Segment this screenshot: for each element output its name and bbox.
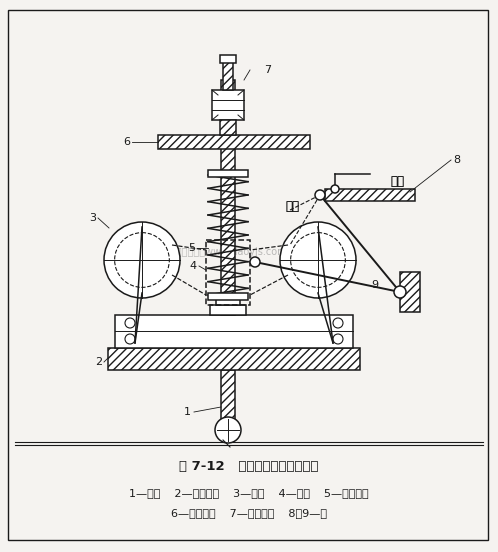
Circle shape [331,185,339,193]
Text: 6—固定部分    7—调整螺钉    8、9—杆: 6—固定部分 7—调整螺钉 8、9—杆 [171,508,327,518]
Bar [220,120,236,135]
Circle shape [291,232,345,288]
Bar [221,80,235,315]
Text: 2: 2 [95,357,102,367]
Text: 3: 3 [89,213,96,223]
Text: 加油: 加油 [285,200,299,213]
Text: 1—转轴    2—飞铁座架    3—飞铁    4—套管    5—调速弹簧: 1—转轴 2—飞铁座架 3—飞铁 4—套管 5—调速弹簧 [129,488,369,498]
Text: 5: 5 [188,243,195,253]
Bar [220,55,236,63]
Text: 加油: 加油 [285,200,299,213]
Circle shape [125,318,135,328]
Circle shape [215,417,241,443]
Circle shape [125,334,135,344]
Text: 减油: 减油 [390,175,404,188]
Circle shape [250,257,260,267]
Circle shape [333,334,343,344]
Polygon shape [400,272,420,312]
Bar [206,240,250,305]
Circle shape [394,286,406,298]
Bar [212,90,244,120]
Circle shape [115,232,169,288]
Text: 4: 4 [190,261,197,271]
Bar [223,60,233,90]
Text: 减油: 减油 [390,175,404,188]
Text: 图 7-12   机械式调速器工作原理: 图 7-12 机械式调速器工作原理 [179,460,319,473]
Bar [210,305,246,315]
Bar [325,189,415,201]
Text: 1: 1 [184,407,191,417]
Text: 8: 8 [453,155,460,165]
Text: 6: 6 [123,137,130,147]
Bar [208,170,248,177]
Circle shape [104,222,180,298]
Bar [115,315,353,348]
Circle shape [315,190,325,200]
Bar [158,135,310,149]
Text: 9: 9 [371,280,378,290]
Bar [208,293,248,300]
Text: 7: 7 [264,65,271,75]
Circle shape [280,222,356,298]
Text: 汽车维修技术网www.daoyjs.com: 汽车维修技术网www.daoyjs.com [165,247,288,257]
Bar [108,348,360,370]
Circle shape [333,318,343,328]
Bar [221,370,235,425]
Bar [216,295,240,305]
